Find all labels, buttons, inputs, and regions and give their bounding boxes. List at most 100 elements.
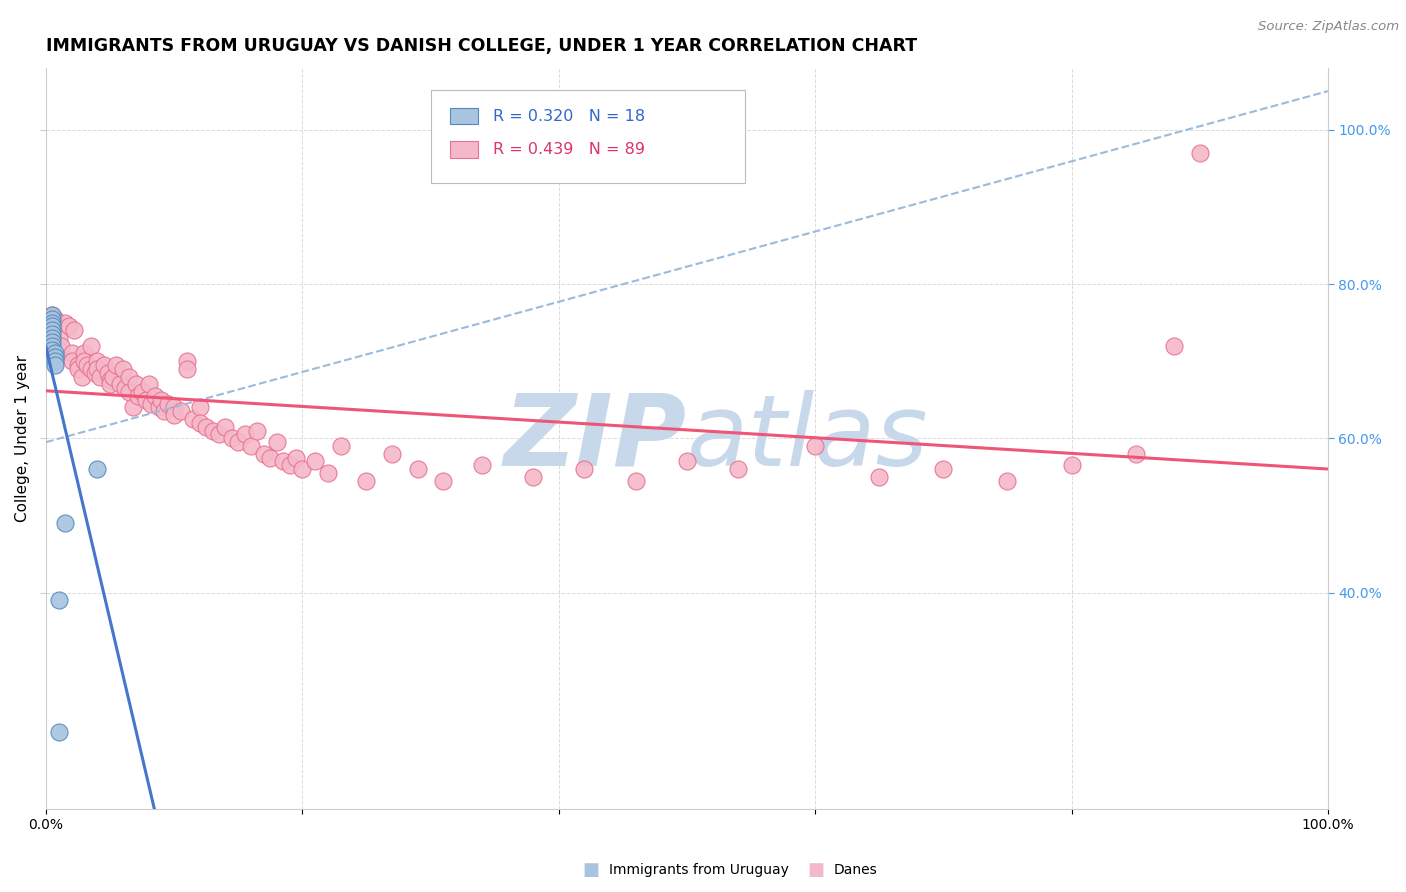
Point bbox=[176, 362, 198, 376]
Point bbox=[122, 401, 145, 415]
Point bbox=[86, 362, 108, 376]
Point bbox=[169, 404, 191, 418]
Point bbox=[51, 339, 73, 353]
Point bbox=[259, 450, 281, 465]
Point bbox=[214, 419, 236, 434]
Point bbox=[432, 474, 454, 488]
Point bbox=[96, 366, 118, 380]
Point bbox=[150, 392, 173, 407]
Point bbox=[53, 516, 76, 531]
Point bbox=[727, 462, 749, 476]
Point bbox=[163, 401, 186, 415]
Point bbox=[41, 327, 63, 342]
Text: ■: ■ bbox=[582, 861, 599, 879]
Point bbox=[114, 381, 136, 395]
Text: R = 0.439   N = 89: R = 0.439 N = 89 bbox=[494, 142, 645, 157]
Point bbox=[86, 462, 108, 476]
Point bbox=[143, 389, 166, 403]
Point bbox=[105, 358, 128, 372]
Point bbox=[932, 462, 955, 476]
Point bbox=[44, 358, 66, 372]
Point bbox=[125, 377, 148, 392]
Point bbox=[66, 362, 89, 376]
Point bbox=[60, 346, 83, 360]
Point bbox=[188, 416, 211, 430]
Text: ZIP: ZIP bbox=[503, 390, 688, 487]
Text: atlas: atlas bbox=[688, 390, 928, 487]
Point bbox=[80, 362, 103, 376]
Point bbox=[253, 447, 276, 461]
Point bbox=[208, 427, 231, 442]
Point bbox=[997, 474, 1019, 488]
Point bbox=[1060, 458, 1083, 473]
FancyBboxPatch shape bbox=[450, 108, 478, 124]
Point bbox=[406, 462, 429, 476]
Point bbox=[804, 439, 827, 453]
Point bbox=[60, 354, 83, 368]
Point bbox=[93, 358, 115, 372]
Point bbox=[83, 366, 105, 380]
FancyBboxPatch shape bbox=[450, 141, 478, 158]
Point bbox=[381, 447, 404, 461]
Point bbox=[73, 354, 96, 368]
Point bbox=[127, 389, 149, 403]
Point bbox=[89, 369, 111, 384]
Point bbox=[98, 374, 121, 388]
Point bbox=[41, 308, 63, 322]
Point bbox=[1188, 145, 1211, 160]
Point bbox=[1125, 447, 1147, 461]
Point bbox=[76, 358, 98, 372]
Point bbox=[138, 377, 160, 392]
Point bbox=[574, 462, 596, 476]
Point bbox=[44, 354, 66, 368]
Text: R = 0.320   N = 18: R = 0.320 N = 18 bbox=[494, 109, 645, 124]
Point bbox=[226, 435, 249, 450]
Point bbox=[188, 401, 211, 415]
Point bbox=[163, 408, 186, 422]
Point bbox=[148, 401, 170, 415]
FancyBboxPatch shape bbox=[430, 90, 745, 183]
Point bbox=[118, 369, 141, 384]
Point bbox=[195, 419, 218, 434]
Point bbox=[41, 331, 63, 345]
Point bbox=[70, 369, 93, 384]
Text: IMMIGRANTS FROM URUGUAY VS DANISH COLLEGE, UNDER 1 YEAR CORRELATION CHART: IMMIGRANTS FROM URUGUAY VS DANISH COLLEG… bbox=[46, 37, 917, 55]
Point bbox=[329, 439, 352, 453]
Point bbox=[291, 462, 314, 476]
Y-axis label: College, Under 1 year: College, Under 1 year bbox=[15, 355, 30, 522]
Point bbox=[44, 351, 66, 365]
Point bbox=[44, 311, 66, 326]
Point bbox=[221, 431, 243, 445]
Point bbox=[176, 354, 198, 368]
Point bbox=[522, 470, 544, 484]
Point bbox=[41, 311, 63, 326]
Text: Immigrants from Uruguay: Immigrants from Uruguay bbox=[609, 863, 789, 877]
Point bbox=[53, 316, 76, 330]
Point bbox=[471, 458, 494, 473]
Point bbox=[156, 396, 179, 410]
Point bbox=[48, 593, 70, 607]
Point bbox=[183, 412, 205, 426]
Point bbox=[48, 331, 70, 345]
Point bbox=[139, 396, 162, 410]
Point bbox=[44, 346, 66, 360]
Point bbox=[316, 466, 339, 480]
Point bbox=[63, 323, 86, 337]
Point bbox=[41, 319, 63, 334]
Point bbox=[284, 450, 307, 465]
Point bbox=[135, 392, 157, 407]
Point bbox=[86, 354, 108, 368]
Point bbox=[131, 384, 153, 399]
Point bbox=[58, 319, 80, 334]
Point bbox=[356, 474, 378, 488]
Point bbox=[111, 362, 134, 376]
Text: ■: ■ bbox=[807, 861, 824, 879]
Point bbox=[271, 454, 294, 468]
Point bbox=[278, 458, 301, 473]
Point bbox=[1163, 339, 1185, 353]
Point bbox=[66, 358, 89, 372]
Point bbox=[304, 454, 326, 468]
Point bbox=[41, 343, 63, 357]
Point bbox=[41, 323, 63, 337]
Point bbox=[41, 339, 63, 353]
